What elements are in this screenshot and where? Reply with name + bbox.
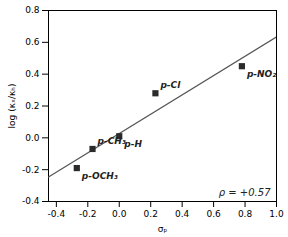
- svg-text:-0.4: -0.4: [22, 196, 40, 206]
- svg-text:0.6: 0.6: [25, 37, 40, 47]
- svg-text:-0.4: -0.4: [48, 209, 66, 219]
- svg-text:1.0: 1.0: [269, 209, 284, 219]
- svg-text:p-CH₃: p-CH₃: [97, 136, 126, 146]
- svg-text:0.0: 0.0: [25, 133, 40, 143]
- svg-text:0.4: 0.4: [175, 209, 190, 219]
- svg-text:-0.2: -0.2: [79, 209, 97, 219]
- svg-text:0.2: 0.2: [144, 209, 158, 219]
- svg-text:-0.2: -0.2: [22, 165, 40, 175]
- svg-text:p-NO₂: p-NO₂: [246, 69, 276, 79]
- svg-text:ρ = +0.57: ρ = +0.57: [219, 187, 271, 198]
- svg-text:p-H: p-H: [123, 139, 142, 149]
- svg-text:0.8: 0.8: [25, 5, 40, 15]
- svg-text:p-Cl: p-Cl: [159, 80, 181, 90]
- svg-text:log (κₓ/κₕ): log (κₓ/κₕ): [7, 84, 17, 129]
- svg-text:σₚ: σₚ: [158, 224, 168, 234]
- svg-text:0.8: 0.8: [238, 209, 253, 219]
- svg-text:0.6: 0.6: [206, 209, 221, 219]
- svg-text:0.4: 0.4: [25, 69, 40, 79]
- svg-text:p-OCH₃: p-OCH₃: [81, 171, 118, 181]
- svg-text:0.0: 0.0: [112, 209, 127, 219]
- svg-text:0.2: 0.2: [25, 101, 39, 111]
